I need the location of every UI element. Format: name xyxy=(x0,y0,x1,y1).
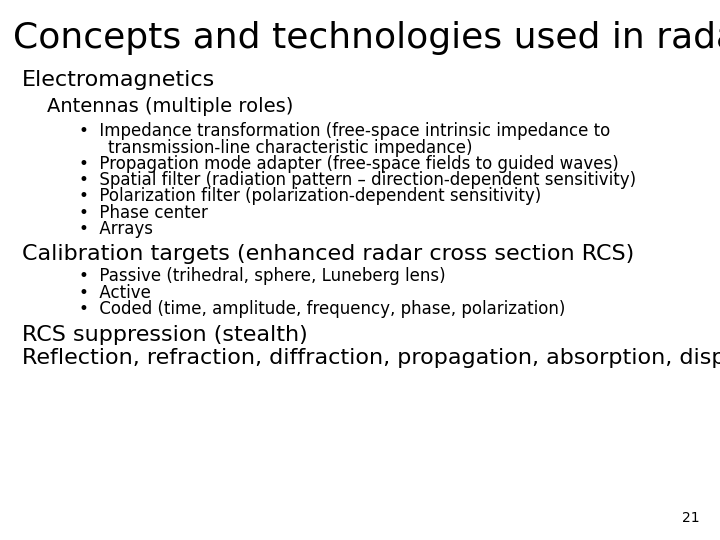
Text: •  Spatial filter (radiation pattern – direction-dependent sensitivity): • Spatial filter (radiation pattern – di… xyxy=(79,171,636,189)
Text: •  Active: • Active xyxy=(79,284,151,301)
Text: RCS suppression (stealth): RCS suppression (stealth) xyxy=(22,325,307,345)
Text: 21: 21 xyxy=(683,511,700,525)
Text: •  Propagation mode adapter (free-space fields to guided waves): • Propagation mode adapter (free-space f… xyxy=(79,155,619,173)
Text: transmission-line characteristic impedance): transmission-line characteristic impedan… xyxy=(108,139,472,157)
Text: Electromagnetics: Electromagnetics xyxy=(22,70,215,90)
Text: •  Arrays: • Arrays xyxy=(79,220,153,238)
Text: •  Phase center: • Phase center xyxy=(79,204,208,221)
Text: Reflection, refraction, diffraction, propagation, absorption, dispersion: Reflection, refraction, diffraction, pro… xyxy=(22,348,720,368)
Text: Concepts and technologies used in radar: Concepts and technologies used in radar xyxy=(13,21,720,55)
Text: •  Impedance transformation (free-space intrinsic impedance to: • Impedance transformation (free-space i… xyxy=(79,122,611,139)
Text: •  Coded (time, amplitude, frequency, phase, polarization): • Coded (time, amplitude, frequency, pha… xyxy=(79,300,566,318)
Text: Antennas (multiple roles): Antennas (multiple roles) xyxy=(47,97,293,116)
Text: •  Passive (trihedral, sphere, Luneberg lens): • Passive (trihedral, sphere, Luneberg l… xyxy=(79,267,446,285)
Text: Calibration targets (enhanced radar cross section RCS): Calibration targets (enhanced radar cros… xyxy=(22,244,634,264)
Text: •  Polarization filter (polarization-dependent sensitivity): • Polarization filter (polarization-depe… xyxy=(79,187,541,205)
